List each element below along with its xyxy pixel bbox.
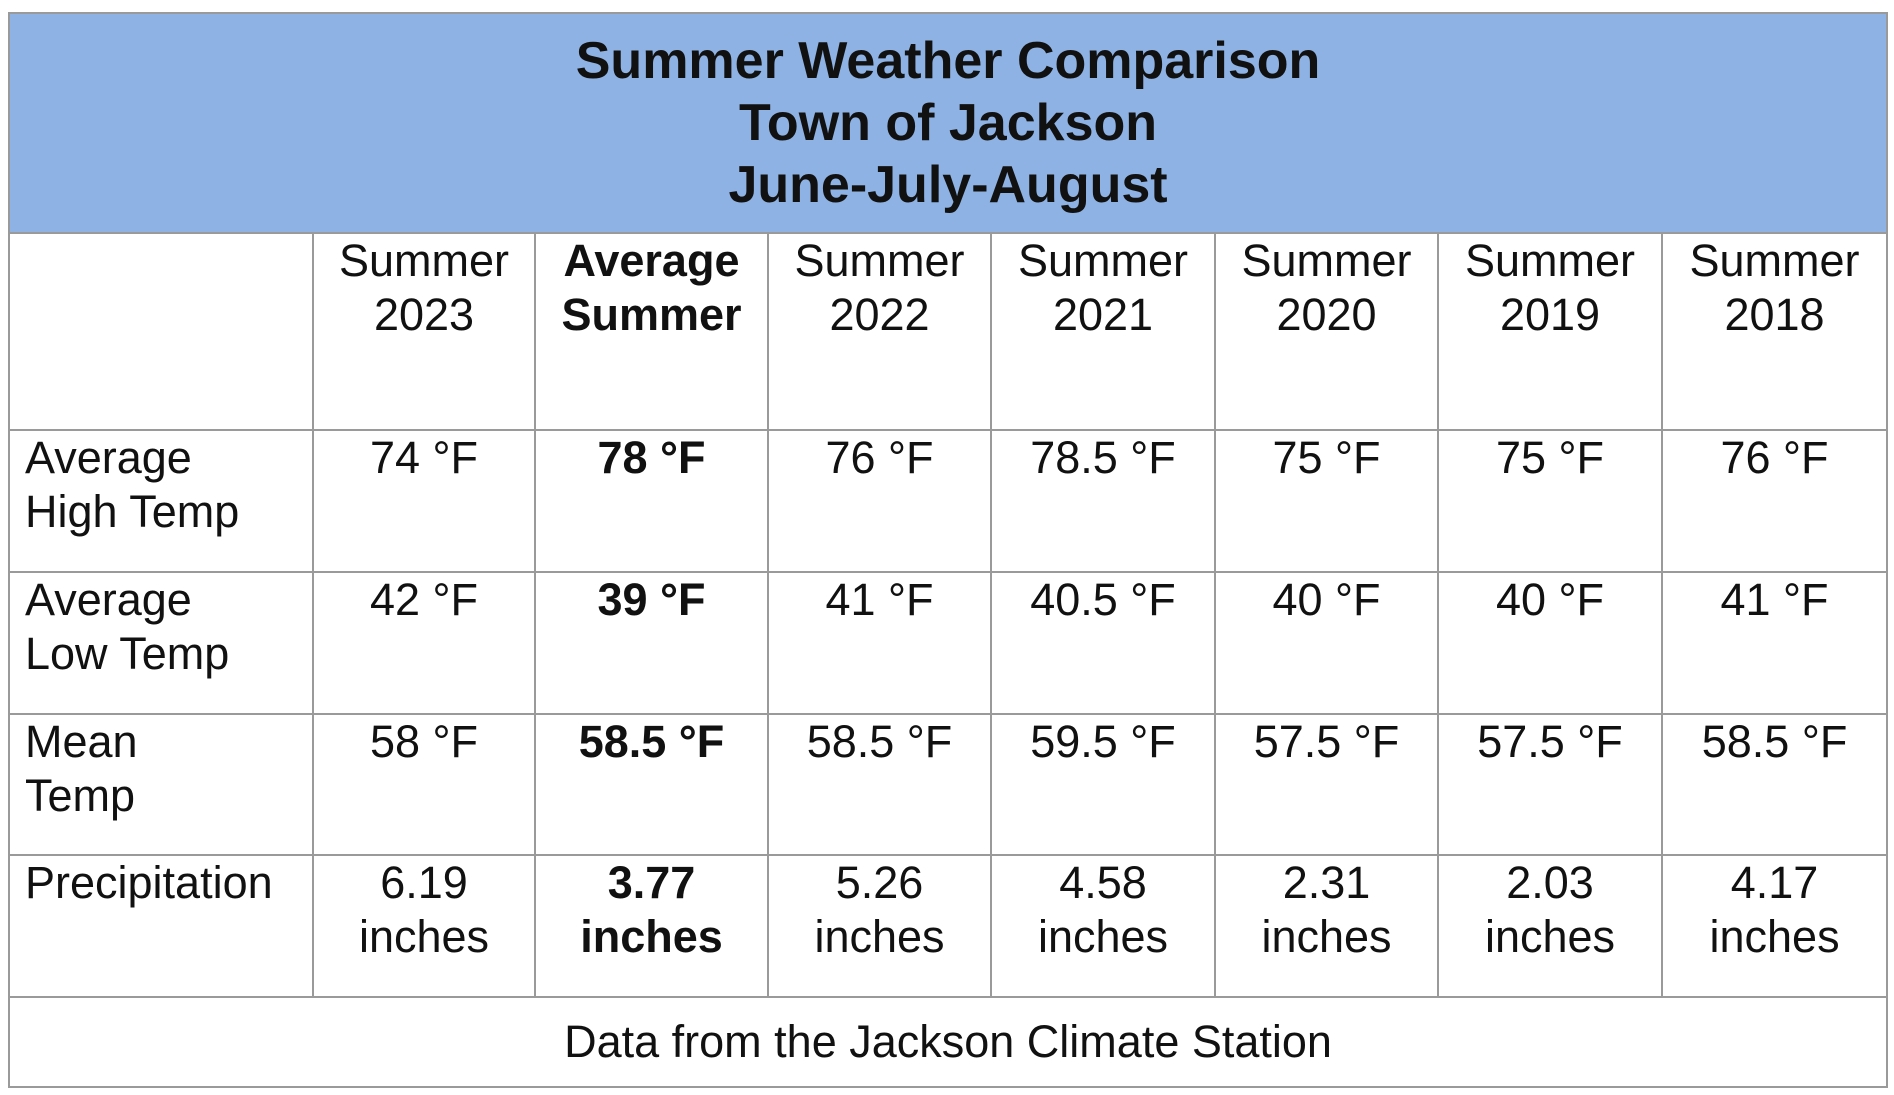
table-cell: 76 °F <box>767 428 992 573</box>
row-label-line: Average <box>25 431 192 483</box>
row-label: Average Low Temp <box>8 570 314 715</box>
column-header-row: Summer 2023 Average Summer Summer 2022 S… <box>8 232 1889 431</box>
column-header-line: 2020 <box>1276 289 1377 341</box>
footer-row: Data from the Jackson Climate Station <box>7 996 1889 1088</box>
table-cell: 58.5 °F <box>1660 712 1889 857</box>
title-line-3: June-July-August <box>728 156 1168 215</box>
column-header-line: Summer <box>1241 235 1412 287</box>
row-precipitation: Precipitation 6.19 inches 3.77 inches 5.… <box>8 854 1889 999</box>
row-label: Mean Temp <box>8 712 314 857</box>
row-label-line: Temp <box>25 769 136 821</box>
title-line-2: Town of Jackson <box>739 94 1158 153</box>
table-cell: 4.58 inches <box>990 854 1216 999</box>
column-header-line: Average <box>563 235 740 287</box>
precip-unit: inches <box>814 911 945 963</box>
table-cell: 75 °F <box>1437 428 1663 573</box>
precip-unit: inches <box>358 911 490 963</box>
precip-unit: inches <box>1037 911 1169 963</box>
weather-comparison-table: Summer Weather Comparison Town of Jackso… <box>7 11 1889 1088</box>
column-header-line: Summer <box>338 235 510 287</box>
table-cell: 42 °F <box>312 570 536 715</box>
table-cell: 41 °F <box>1660 570 1889 715</box>
column-header-line: 2019 <box>1499 289 1601 341</box>
row-label: Average High Temp <box>8 428 314 573</box>
precip-amount: 2.31 <box>1282 857 1371 909</box>
precip-amount: 4.17 <box>1730 857 1819 909</box>
row-average-high-temp: Average High Temp 74 °F 78 °F 76 °F 78.5… <box>8 428 1889 573</box>
precip-unit: inches <box>1484 911 1616 963</box>
row-label-line: Low Temp <box>25 627 230 679</box>
row-average-low-temp: Average Low Temp 42 °F 39 °F 41 °F 40.5 … <box>8 570 1889 715</box>
table-title: Summer Weather Comparison Town of Jackso… <box>7 11 1889 235</box>
table-cell: 74 °F <box>312 428 536 573</box>
table-cell: 5.26 inches <box>767 854 992 999</box>
column-header-average-summer: Average Summer <box>534 232 769 431</box>
table-cell: 2.03 inches <box>1437 854 1663 999</box>
column-header-summer-2021: Summer 2021 <box>990 232 1216 431</box>
precip-amount: 3.77 <box>607 857 696 909</box>
row-mean-temp: Mean Temp 58 °F 58.5 °F 58.5 °F 59.5 °F … <box>8 712 1889 857</box>
table-cell: 6.19 inches <box>312 854 536 999</box>
table-cell: 58.5 °F <box>767 712 992 857</box>
table-cell-average: 3.77 inches <box>534 854 769 999</box>
column-header-line: Summer <box>794 235 965 287</box>
column-header-line: 2023 <box>373 289 475 341</box>
table-cell: 40 °F <box>1214 570 1439 715</box>
table-cell: 4.17 inches <box>1660 854 1889 999</box>
precip-amount: 4.58 <box>1059 857 1147 909</box>
table-cell: 75 °F <box>1214 428 1439 573</box>
column-header-line: Summer <box>1464 235 1636 287</box>
title-line-1: Summer Weather Comparison <box>575 32 1321 91</box>
column-header-line: Summer <box>1689 235 1860 287</box>
row-label-line: Average <box>25 573 192 625</box>
table-cell: 40 °F <box>1437 570 1663 715</box>
table-cell: 40.5 °F <box>990 570 1216 715</box>
column-header-line: 2021 <box>1052 289 1154 341</box>
table-cell: 57.5 °F <box>1437 712 1663 857</box>
column-header-line: 2018 <box>1724 289 1825 341</box>
table-cell: 2.31 inches <box>1214 854 1439 999</box>
corner-cell <box>8 232 314 431</box>
table-cell: 59.5 °F <box>990 712 1216 857</box>
row-label: Precipitation <box>8 854 314 999</box>
column-header-summer-2018: Summer 2018 <box>1660 232 1889 431</box>
column-header-summer-2022: Summer 2022 <box>767 232 992 431</box>
precip-amount: 5.26 <box>835 857 924 909</box>
column-header-summer-2020: Summer 2020 <box>1214 232 1439 431</box>
precip-unit: inches <box>580 911 723 963</box>
table-cell: 76 °F <box>1660 428 1889 573</box>
table-cell: 78.5 °F <box>990 428 1216 573</box>
row-label-line: Precipitation <box>25 857 273 909</box>
column-header-line: Summer <box>561 289 742 341</box>
table-cell-average: 39 °F <box>534 570 769 715</box>
column-header-line: 2022 <box>829 289 930 341</box>
column-header-line: Summer <box>1017 235 1189 287</box>
table-cell-average: 78 °F <box>534 428 769 573</box>
precip-unit: inches <box>1709 911 1840 963</box>
precip-unit: inches <box>1261 911 1392 963</box>
row-label-line: High Temp <box>25 485 240 537</box>
row-label-line: Mean <box>25 715 138 767</box>
table-cell: 58 °F <box>312 712 536 857</box>
table-cell: 41 °F <box>767 570 992 715</box>
title-row: Summer Weather Comparison Town of Jackso… <box>7 11 1889 235</box>
table-cell: 57.5 °F <box>1214 712 1439 857</box>
precip-amount: 6.19 <box>380 857 468 909</box>
precip-amount: 2.03 <box>1506 857 1594 909</box>
table-cell-average: 58.5 °F <box>534 712 769 857</box>
column-header-summer-2019: Summer 2019 <box>1437 232 1663 431</box>
column-header-summer-2023: Summer 2023 <box>312 232 536 431</box>
data-source-note: Data from the Jackson Climate Station <box>7 996 1889 1088</box>
